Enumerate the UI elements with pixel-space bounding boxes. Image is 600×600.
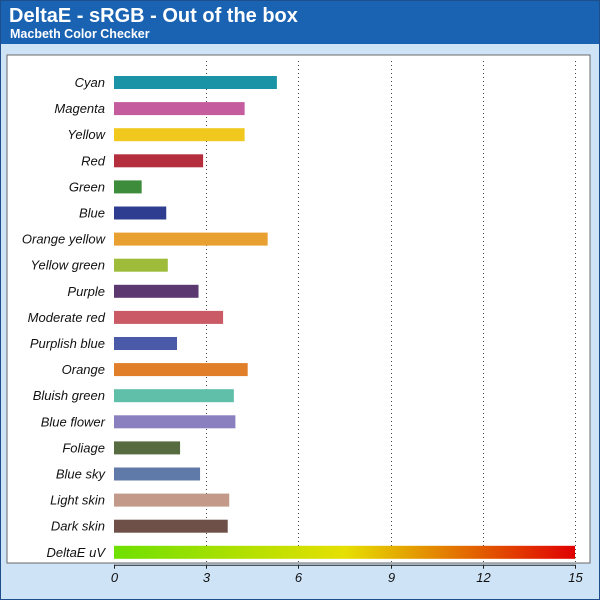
bar: [114, 154, 204, 168]
bar: [114, 363, 248, 377]
category-label: Orange yellow: [22, 232, 107, 247]
bar: [114, 232, 268, 246]
bar: [114, 310, 224, 324]
bar: [114, 102, 245, 116]
x-tick-label: 9: [388, 570, 395, 585]
x-tick-label: 15: [568, 570, 583, 585]
category-label: Light skin: [50, 493, 105, 508]
category-label: Red: [81, 153, 106, 168]
category-label: Blue: [79, 206, 105, 221]
bar: [114, 128, 245, 142]
category-label: Orange: [62, 362, 105, 377]
bar: [114, 519, 228, 533]
category-label: Blue flower: [41, 414, 106, 429]
bar: [114, 493, 230, 507]
chart-subtitle: Macbeth Color Checker: [10, 27, 150, 41]
x-tick-label: 12: [476, 570, 491, 585]
category-label: Cyan: [75, 75, 105, 90]
bar: [114, 76, 277, 89]
chart-header: DeltaE - sRGB - Out of the box Macbeth C…: [1, 1, 599, 44]
category-label: Yellow: [67, 127, 106, 142]
bar: [114, 415, 236, 429]
bar: [114, 284, 199, 298]
bar: [114, 389, 234, 403]
category-label: Magenta: [54, 101, 105, 116]
bar: [114, 467, 201, 481]
category-label: Blue sky: [56, 467, 107, 482]
bar: [114, 180, 142, 194]
category-label: Purplish blue: [30, 336, 105, 351]
category-label: Purple: [67, 284, 105, 299]
chart-title: DeltaE - sRGB - Out of the box: [9, 5, 298, 27]
bar: [114, 545, 575, 559]
category-label: Green: [69, 179, 105, 194]
bar: [114, 258, 168, 272]
x-tick-label: 0: [111, 570, 119, 585]
category-label: Bluish green: [33, 388, 105, 403]
category-label: Yellow green: [31, 258, 105, 273]
x-tick-label: 3: [203, 570, 211, 585]
bar: [114, 206, 167, 220]
category-label: Dark skin: [51, 519, 105, 534]
category-label: Foliage: [62, 440, 105, 455]
bar: [114, 441, 181, 455]
x-tick-label: 6: [295, 570, 303, 585]
category-label: DeltaE uV: [46, 545, 106, 560]
bar: [114, 337, 178, 350]
category-label: Moderate red: [28, 310, 106, 325]
